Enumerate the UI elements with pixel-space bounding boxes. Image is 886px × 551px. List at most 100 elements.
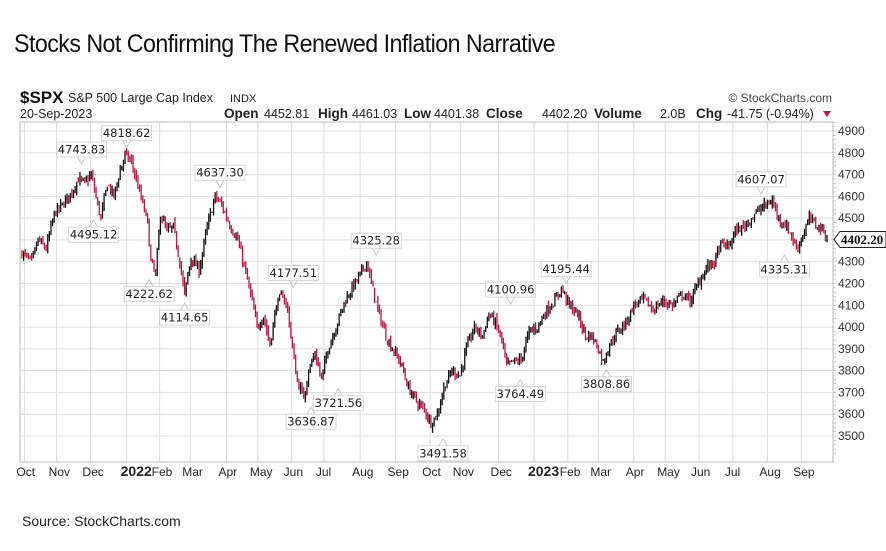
- y-tick-label: 4000: [838, 320, 865, 334]
- callout-pointer: [122, 140, 131, 149]
- annotation-label: 4177.51: [270, 266, 318, 280]
- x-tick-label: Aug: [352, 465, 373, 479]
- callout-box: [312, 395, 364, 412]
- ohlc-summary: Open 4452.81 High 4461.03 Low 4401.38 Cl…: [224, 106, 831, 121]
- callout-box: [494, 385, 546, 402]
- x-tick-label: 2022: [121, 463, 152, 479]
- x-tick-label: Mar: [182, 465, 203, 479]
- x-tick-label: Nov: [49, 465, 70, 479]
- x-tick-label: Apr: [626, 465, 645, 479]
- x-tick-label: Aug: [759, 465, 780, 479]
- callout-pointer: [144, 278, 154, 287]
- x-tick-label: Jun: [284, 465, 303, 479]
- annotation-callout: 4195.44: [540, 261, 592, 285]
- low-value: 4401.38: [434, 107, 479, 121]
- x-tick-label: Apr: [218, 465, 237, 479]
- y-tick-label: 4100: [838, 298, 865, 312]
- annotation-label: 4114.65: [161, 311, 209, 325]
- y-tick-label: 3600: [838, 407, 865, 421]
- callout-pointer: [334, 387, 343, 396]
- callout-box: [267, 264, 319, 281]
- last-value-marker: 4402.20: [833, 230, 886, 248]
- callout-pointer: [288, 280, 298, 289]
- annotation-label: 4195.44: [542, 262, 590, 276]
- callout-pointer: [306, 406, 316, 415]
- annotation-callout: 4495.12: [68, 219, 120, 243]
- y-tick-label: 4900: [838, 124, 865, 138]
- annotation-callout: 3808.86: [581, 368, 632, 393]
- annotation-callout: 4100.96: [485, 281, 537, 305]
- annotation-label: 4637.30: [196, 166, 244, 180]
- high-label: High: [318, 106, 348, 121]
- volume-value: 2.0B: [660, 107, 686, 121]
- annotation-label: 3491.58: [419, 446, 467, 460]
- callout-pointer: [438, 438, 448, 447]
- annotation-label: 4325.28: [352, 234, 400, 248]
- x-tick-label: Feb: [560, 465, 581, 479]
- x-tick-label: Feb: [152, 465, 173, 479]
- close-label: Close: [486, 106, 523, 121]
- callout-pointer: [756, 186, 766, 195]
- x-tick-label: Jun: [691, 465, 710, 479]
- x-tick-label: May: [250, 465, 273, 479]
- callout-box: [485, 281, 537, 298]
- annotation-label: 4100.96: [487, 283, 535, 297]
- y-tick-label: 4800: [838, 146, 865, 160]
- annotation-callout: 4607.07: [735, 171, 787, 195]
- annotation-callout: 4325.28: [350, 232, 402, 257]
- callout-box: [159, 309, 211, 326]
- chart-date: 20-Sep-2023: [20, 107, 92, 121]
- x-tick-label: Jul: [316, 465, 331, 479]
- y-tick-label: 3500: [838, 429, 865, 443]
- y-tick-label: 4300: [838, 255, 865, 269]
- x-tick-label: May: [657, 465, 680, 479]
- annotation-label: 3721.56: [315, 396, 363, 410]
- grid: [20, 122, 833, 462]
- watermark: © StockCharts.com: [728, 91, 832, 105]
- annotations: 4743.83 4818.62 4495.12 4222.62 4114.65 4637.…: [56, 125, 810, 462]
- x-tick-label: Oct: [422, 465, 441, 479]
- callout-box: [101, 125, 153, 142]
- callout-box: [735, 171, 787, 188]
- callout-pointer: [77, 156, 86, 165]
- annotation-callout: 4177.51: [267, 264, 319, 289]
- callout-box: [350, 232, 402, 249]
- close-value: 4402.20: [542, 107, 587, 121]
- annotation-label: 4495.12: [70, 228, 118, 242]
- annotation-label: 3764.49: [497, 387, 545, 401]
- volume-label: Volume: [594, 106, 642, 121]
- page-title: Stocks Not Confirming The Renewed Inflat…: [14, 30, 556, 58]
- annotation-callout: 3721.56: [312, 387, 364, 412]
- x-axis: Oct Nov Dec 2022 Feb Mar Apr May Jun Jul Aug Sep Oct…: [16, 463, 815, 479]
- callout-pointer: [180, 302, 189, 311]
- chg-value: -41.75 (-0.94%): [727, 107, 814, 121]
- x-tick-label: Nov: [453, 465, 474, 479]
- y-tick-label: 3900: [838, 342, 865, 356]
- last-value-label: 4402.20: [841, 232, 883, 247]
- callout-pointer: [89, 219, 98, 228]
- chg-label: Chg: [696, 106, 722, 121]
- callout-box: [758, 261, 810, 278]
- price-bars: [21, 148, 828, 433]
- x-tick-label: 2023: [528, 463, 559, 479]
- callout-pointer: [561, 276, 571, 285]
- annotation-callout: 3764.49: [494, 378, 546, 402]
- y-tick-label: 4200: [838, 277, 865, 291]
- open-label: Open: [224, 106, 259, 121]
- callout-box: [123, 286, 175, 302]
- y-tick-label: 4500: [838, 211, 865, 225]
- callout-box: [581, 376, 632, 393]
- x-tick-label: Sep: [388, 465, 410, 479]
- y-tick-label: 3700: [838, 385, 865, 399]
- down-triangle-icon: [823, 111, 831, 117]
- annotation-callout: 4637.30: [194, 164, 246, 189]
- callout-box: [417, 445, 469, 462]
- x-tick-label: Sep: [793, 465, 815, 479]
- callout-pointer: [602, 368, 611, 377]
- annotation-callout: 3491.58: [417, 438, 469, 462]
- x-tick-label: Jul: [725, 465, 740, 479]
- x-tick-label: Mar: [590, 465, 611, 479]
- annotation-label: 3808.86: [583, 377, 631, 391]
- annotation-label: 4335.31: [761, 263, 809, 277]
